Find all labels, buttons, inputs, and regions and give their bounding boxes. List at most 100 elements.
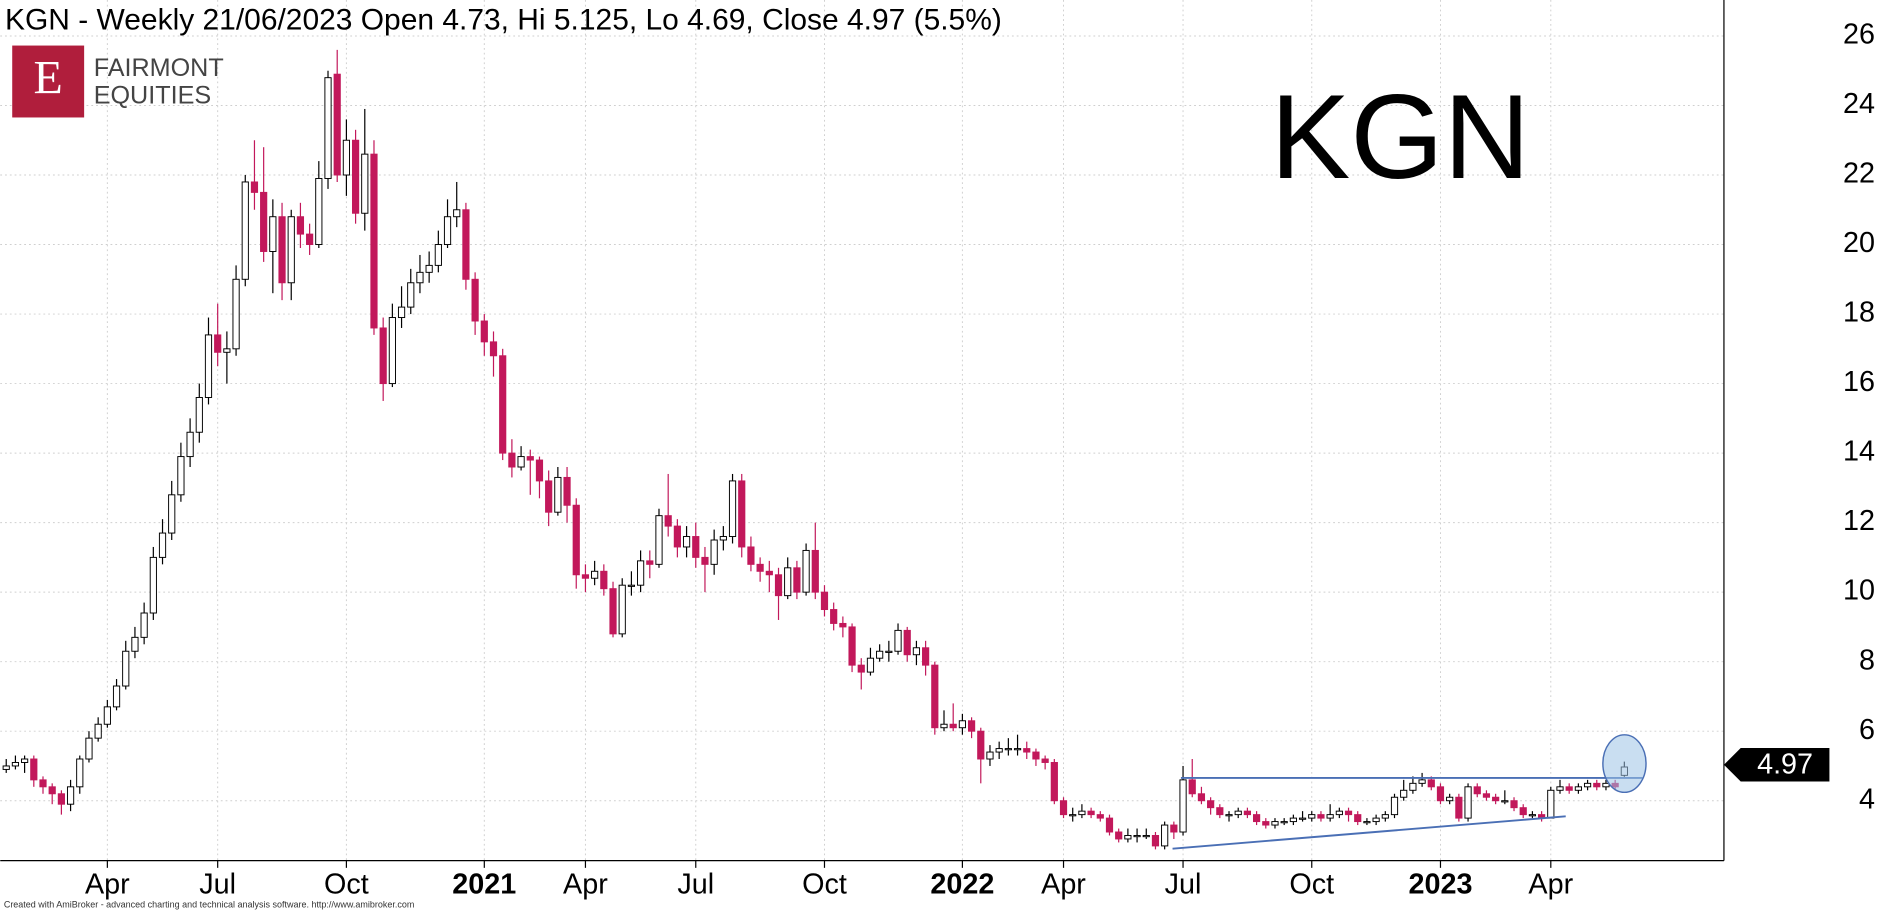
last-price-box [1723,747,1830,782]
candle-body [1133,835,1141,838]
candle-body [11,762,20,767]
x-tick-label: Jul [1165,868,1202,900]
candle-body [894,629,902,652]
x-tick-label: 2022 [930,868,994,900]
candle-body [186,431,194,458]
candle-body [260,191,268,252]
candle-body [1492,796,1500,802]
candle-body [177,456,185,496]
logo-text: FAIRMONT [94,54,224,82]
candle-body [655,515,663,565]
candle-body [637,560,645,586]
candle-body [407,282,415,308]
y-tick-label: 12 [1843,505,1875,537]
candle-body [131,636,139,652]
candle-body [554,476,562,513]
candle-body [701,556,709,565]
candle-body [600,570,608,590]
candle-body [1473,786,1481,795]
support-line [1172,815,1566,850]
candle-body [1234,810,1242,816]
candle-body [1161,824,1169,847]
highlight-circle [1602,734,1647,794]
candle-body [949,723,957,729]
candle-body [802,549,810,593]
candle-body [296,216,305,235]
x-tick-label: Apr [85,868,130,900]
candle-body [1574,786,1582,791]
candle-body [1602,782,1610,788]
candle-body [112,685,121,708]
candle-body [1593,782,1601,788]
candle-body [195,397,203,433]
candle-body [57,793,65,805]
footer: Created with AmiBroker - advanced charti… [4,899,414,909]
candle-body [1105,817,1114,833]
candle-body [361,153,369,214]
candle-body [673,525,681,548]
candle-body [1344,810,1353,816]
candle-body [1565,786,1573,791]
x-tick-label: Apr [1041,868,1086,900]
candle-body [1253,814,1261,823]
candle-body [1528,814,1537,817]
y-tick-label: 26 [1843,19,1875,51]
candle-body [1418,779,1426,784]
candle-body [931,664,939,729]
candle-body [223,348,231,353]
candle-body [1436,786,1445,802]
x-tick-label: 2021 [452,868,516,900]
candle-body [85,737,93,760]
candle-body [1124,835,1132,840]
candle-body [1298,817,1307,820]
candle-body [581,574,590,579]
candle-body [1280,821,1288,824]
candle-body [774,574,783,597]
candle-body [1556,786,1564,791]
candle-body [517,456,525,468]
candle-body [526,456,534,461]
x-tick-label: Oct [1289,868,1334,900]
y-tick-label: 14 [1843,436,1875,468]
candle-body [784,567,792,597]
candle-body [995,748,1003,753]
candle-body [986,751,994,760]
candle-body [443,216,452,246]
candle-body [1427,779,1435,788]
candle-body [967,720,976,732]
candle-body [21,758,29,763]
candle-body [453,209,461,218]
candle-body [342,139,350,176]
candle-body [1069,814,1077,817]
candle-body [1179,779,1187,833]
candle-body [204,334,213,398]
candle-body [241,181,249,280]
ticker-annotation: KGN [1270,70,1530,204]
y-tick-label: 24 [1843,88,1875,120]
candle-body [1363,821,1371,824]
candle-body [1096,814,1104,819]
candle-body [1188,779,1196,795]
candle-body [1142,835,1150,838]
x-tick-label: Apr [563,868,608,900]
candle-body [866,657,875,673]
candle-body [682,536,691,548]
candle-body [618,584,626,635]
candle-body [94,723,102,739]
candle-body [535,459,544,482]
candle-body [1519,807,1527,816]
candle-body [250,181,259,193]
candle-body [480,320,488,343]
candle-body [646,560,654,565]
candle-body [545,480,553,513]
candle-body [719,536,727,541]
candle-body [793,567,801,593]
candle-body [609,588,617,635]
candle-body [977,730,985,760]
candle-body [747,546,755,565]
logo-letter: E [34,52,63,105]
candle-body [857,664,865,673]
candle-body [158,532,167,558]
candle-body [1059,800,1068,816]
